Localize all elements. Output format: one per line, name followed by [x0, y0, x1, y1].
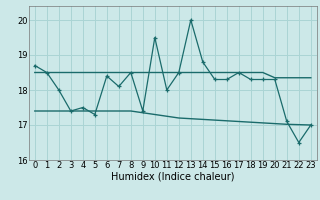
X-axis label: Humidex (Indice chaleur): Humidex (Indice chaleur) [111, 172, 235, 182]
